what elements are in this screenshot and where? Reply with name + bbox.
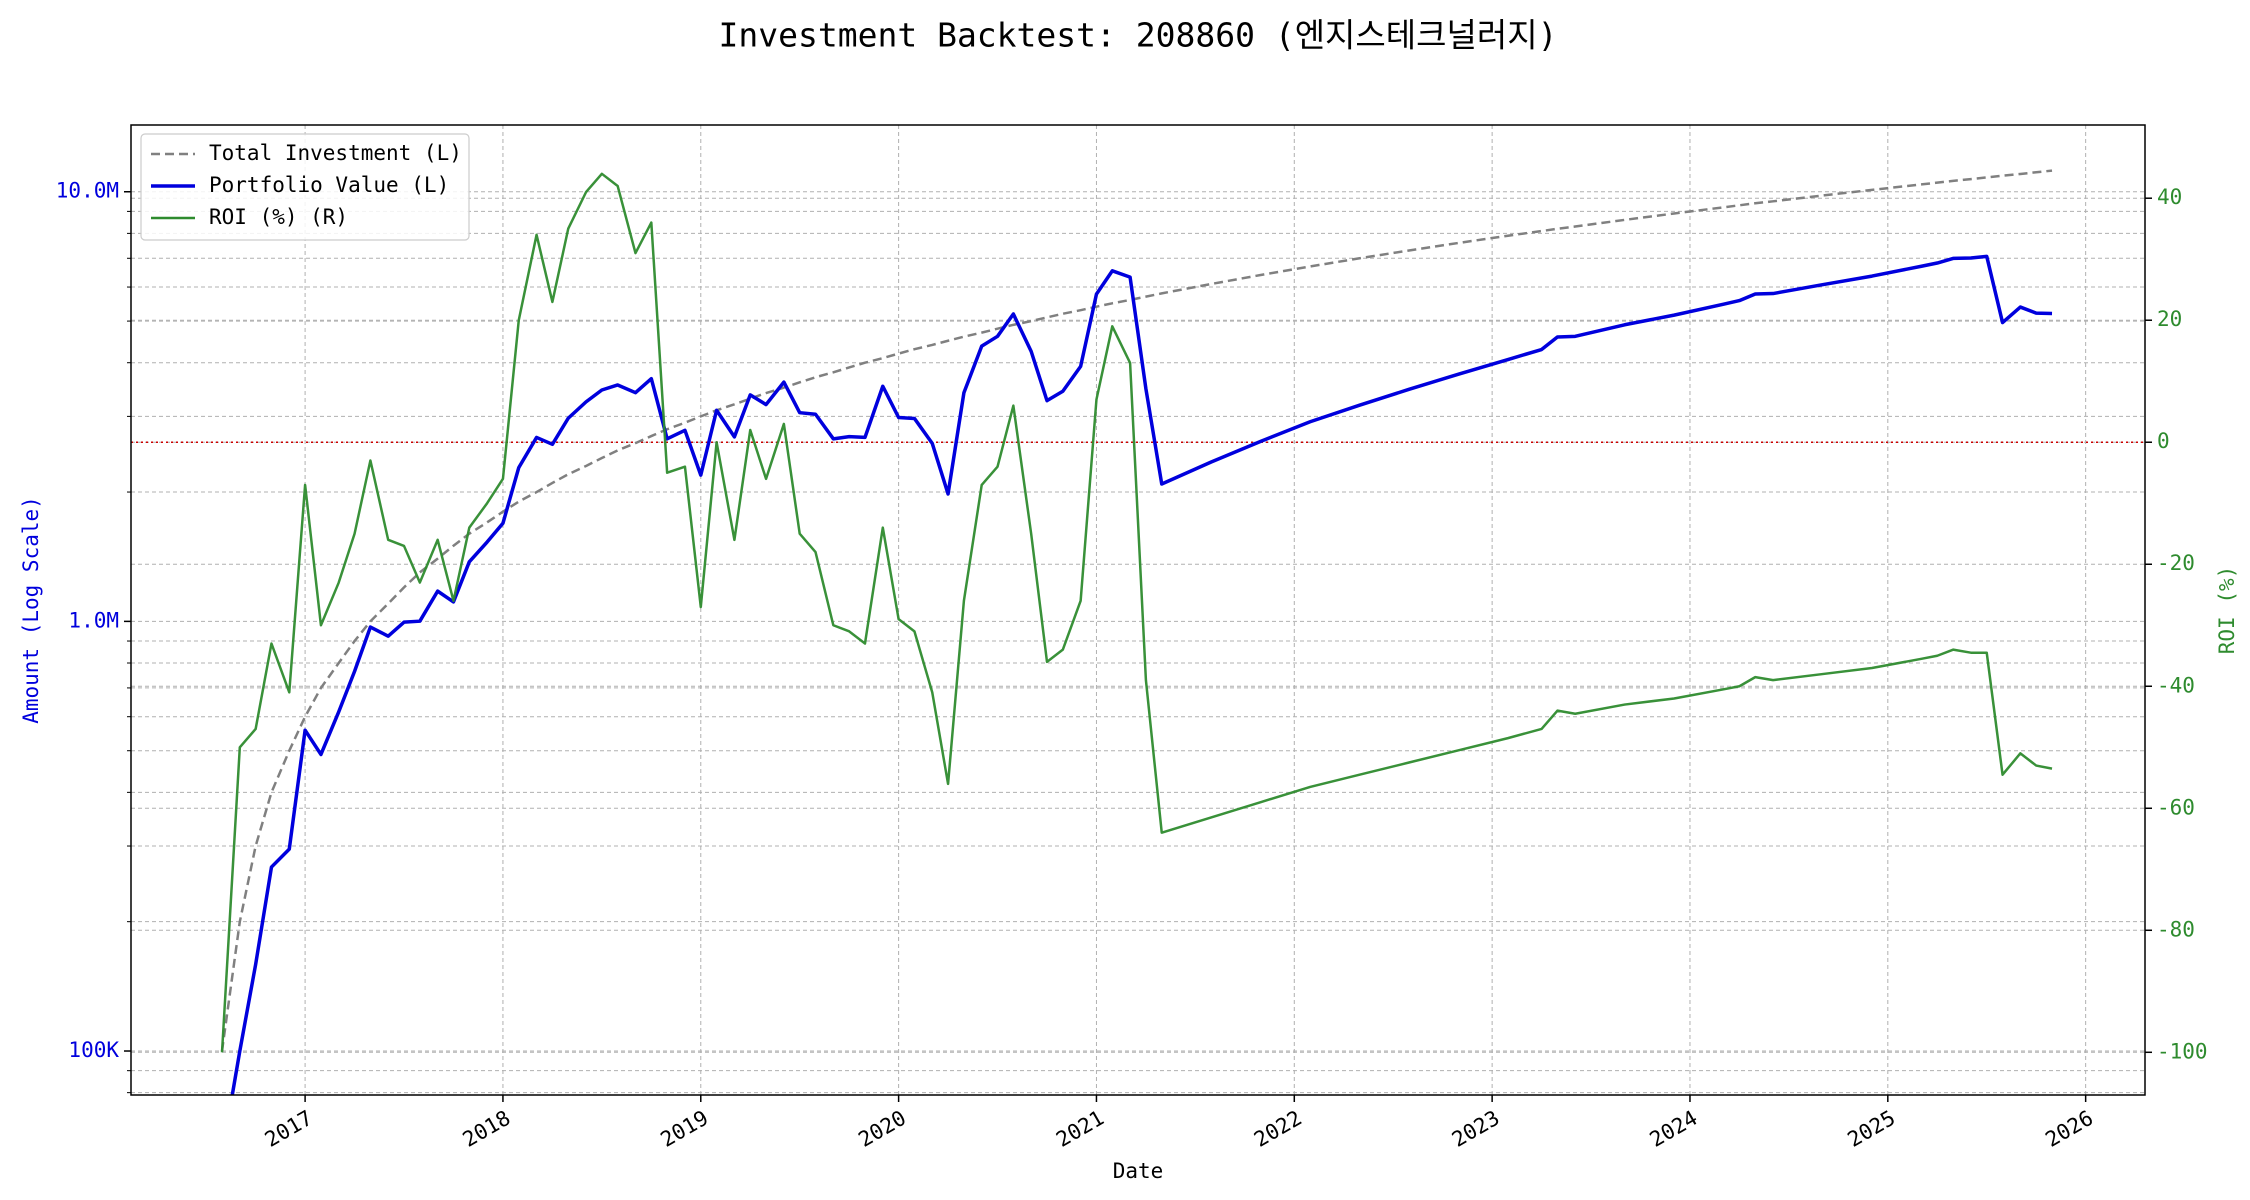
legend-label: Portfolio Value (L) <box>209 173 449 197</box>
y2-tick-label: -40 <box>2157 673 2195 697</box>
legend-label: Total Investment (L) <box>209 141 462 165</box>
y2-tick-label: -20 <box>2157 551 2195 575</box>
plot-frame <box>130 124 2146 1096</box>
x-axis-label: Date <box>1113 1159 1164 1183</box>
x-tick-label: 2021 <box>1052 1106 1108 1152</box>
y-tick-label: 100K <box>68 1038 119 1062</box>
x-tick-label: 2026 <box>2041 1106 2097 1152</box>
y2-tick-label: -80 <box>2157 917 2195 941</box>
y2-tick-label: -60 <box>2157 795 2195 819</box>
x-tick-label: 2019 <box>656 1106 712 1152</box>
chart-title: Investment Backtest: 208860 (엔지스테크널러지) <box>719 16 1558 55</box>
y2-tick-label: -100 <box>2157 1039 2208 1063</box>
series-line <box>220 172 2053 1053</box>
plot-area <box>220 169 2053 1095</box>
y-tick-label: 1.0M <box>68 608 119 632</box>
y-axis-label: Amount (Log Scale) <box>19 496 43 724</box>
x-tick-label: 2017 <box>261 1106 317 1152</box>
x-tick-label: 2023 <box>1448 1106 1504 1152</box>
series-line <box>220 169 2053 1052</box>
x-tick-label: 2018 <box>459 1106 515 1152</box>
x-tick-label: 2022 <box>1250 1106 1306 1152</box>
y2-tick-label: 20 <box>2157 307 2182 331</box>
x-tick-label: 2025 <box>1844 1106 1900 1152</box>
y2-tick-label: 0 <box>2157 429 2170 453</box>
series-line <box>230 254 2053 1095</box>
y2-tick-label: 40 <box>2157 185 2182 209</box>
legend-label: ROI (%) (R) <box>209 205 348 229</box>
y2-axis-label: ROI (%) <box>2215 566 2239 655</box>
y-tick-label: 10.0M <box>56 179 119 203</box>
legend-box <box>140 133 470 241</box>
x-tick-label: 2020 <box>854 1106 910 1152</box>
x-tick-label: 2024 <box>1646 1106 1702 1152</box>
